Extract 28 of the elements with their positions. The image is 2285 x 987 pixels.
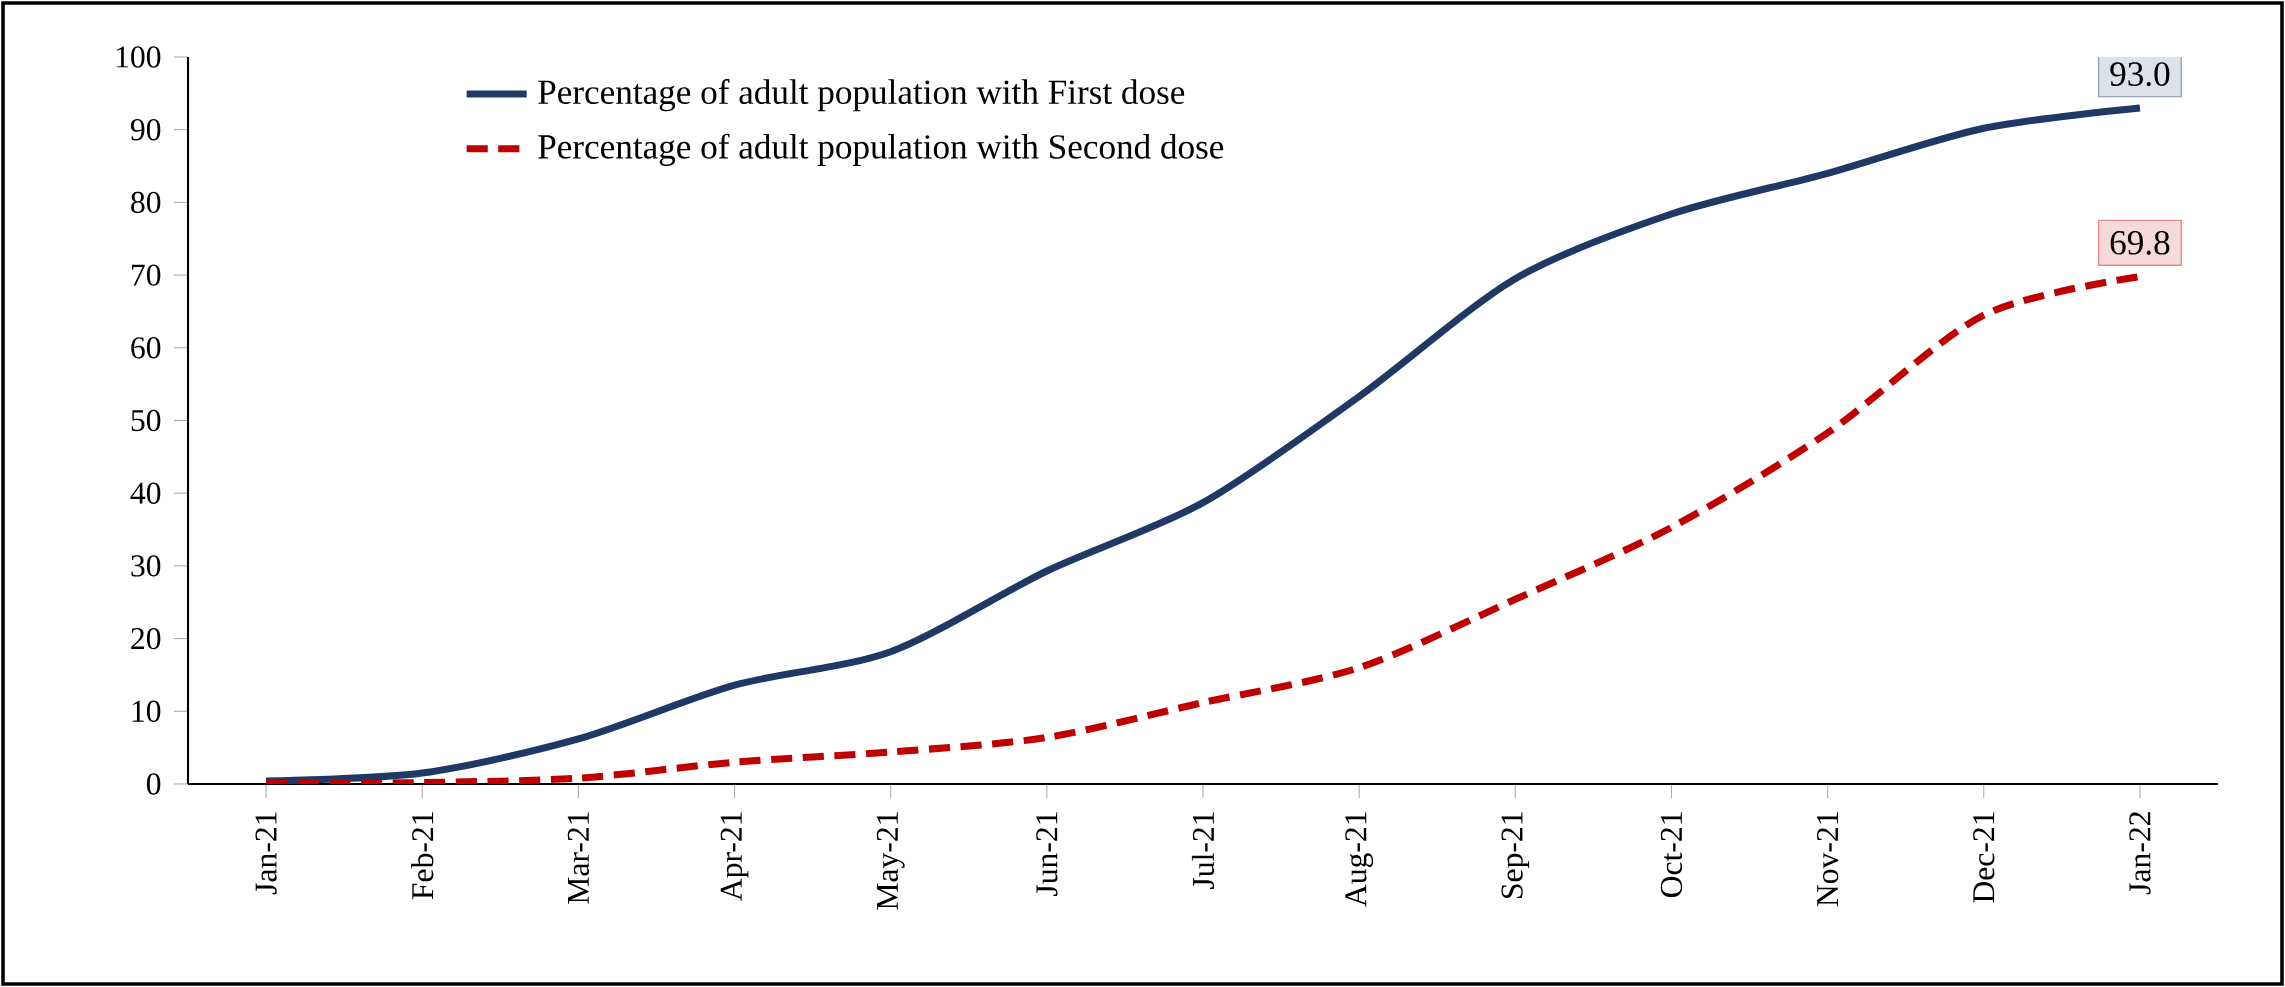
x-tick-label: Feb-21 xyxy=(411,812,434,900)
x-tick-label: Dec-21 xyxy=(1973,812,1995,903)
x-tick-label: Sep-21 xyxy=(1501,812,1530,898)
data-label: 93.0 xyxy=(2110,62,2170,87)
x-tick-label: Mar-21 xyxy=(567,812,590,904)
x-tick-label: Jan-21 xyxy=(255,812,277,895)
x-tick-label: Apr-21 xyxy=(720,812,749,901)
data-label: 69.8 xyxy=(2110,230,2170,255)
x-tick-label: Nov-21 xyxy=(1816,812,1839,907)
y-tick-label: 90 xyxy=(130,119,161,141)
y-tick-label: 60 xyxy=(131,337,161,359)
x-tick-label: Jun-21 xyxy=(1036,812,1058,896)
legend-label: Percentage of adult population with Second dose xyxy=(538,133,1224,166)
y-tick-label: 10 xyxy=(132,700,161,722)
y-tick-label: 80 xyxy=(131,191,161,214)
y-tick-label: 20 xyxy=(131,627,161,650)
y-tick-label: 70 xyxy=(132,264,161,286)
x-tick-label: Aug-21 xyxy=(1345,812,1374,907)
legend-label: Percentage of adult population with First dose xyxy=(538,79,1185,112)
x-tick-label: May-21 xyxy=(876,812,905,910)
y-tick-label: 50 xyxy=(131,409,161,432)
y-tick-label: 30 xyxy=(131,555,161,577)
x-tick-label: Jan-22 xyxy=(2129,812,2151,895)
x-tick-label: Jul-21 xyxy=(1191,812,1215,889)
y-tick-label: 40 xyxy=(130,482,161,504)
x-tick-label: Oct-21 xyxy=(1660,812,1683,897)
y-tick-label: 0 xyxy=(146,773,161,795)
y-tick-label: 100 xyxy=(116,46,161,68)
